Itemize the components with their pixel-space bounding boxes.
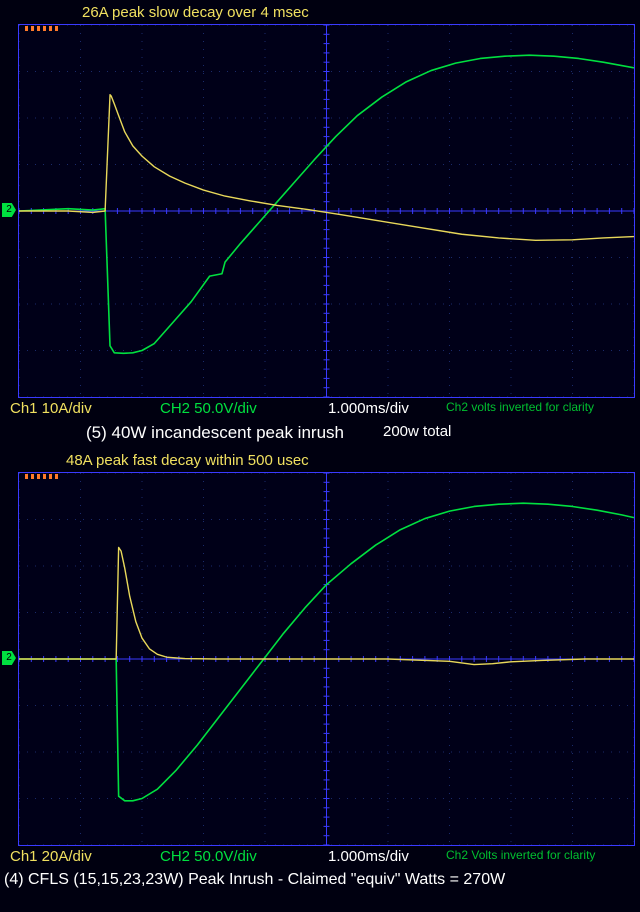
panel2-ch1-label: Ch1 20A/div (10, 848, 92, 865)
panel1-caption-sub: 200w total (383, 423, 451, 440)
panel1-scope (18, 24, 635, 398)
panel1-note-label: Ch2 volts inverted for clarity (446, 400, 594, 414)
panel2-readout-row: Ch1 20A/div CH2 50.0V/div 1.000ms/div Ch… (0, 848, 640, 870)
panel1-ch1-label: Ch1 10A/div (10, 400, 92, 417)
panel1-timebase-label: 1.000ms/div (328, 400, 409, 417)
panel2-scope (18, 472, 635, 846)
panel1-title: 26A peak slow decay over 4 msec (82, 4, 309, 21)
panel1-readout-row: Ch1 10A/div CH2 50.0V/div 1.000ms/div Ch… (0, 400, 640, 422)
panel2-timebase-label: 1.000ms/div (328, 848, 409, 865)
panel1-caption-main: (5) 40W incandescent peak inrush (86, 423, 344, 443)
panel2-caption-main: (4) CFLS (15,15,23,23W) Peak Inrush - Cl… (4, 871, 505, 889)
panel1-ch2-label: CH2 50.0V/div (160, 400, 257, 417)
panel1-ch-marker: 2 (2, 203, 16, 217)
panel2-ch-marker: 2 (2, 651, 16, 665)
panel2-ch2-label: CH2 50.0V/div (160, 848, 257, 865)
panel2-svg (19, 473, 634, 845)
panel2-title: 48A peak fast decay within 500 usec (66, 452, 309, 469)
panel1-svg (19, 25, 634, 397)
panel2-note-label: Ch2 Volts inverted for clarity (446, 848, 595, 862)
